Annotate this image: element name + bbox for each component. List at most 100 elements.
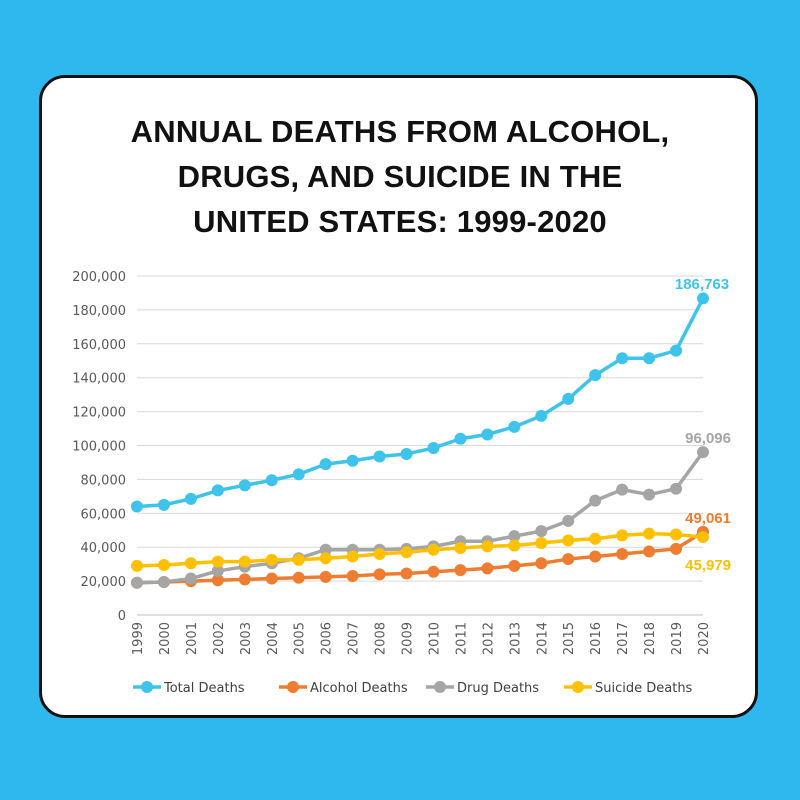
legend-swatch-marker <box>572 681 584 693</box>
data-point <box>427 565 440 578</box>
data-point <box>211 564 224 577</box>
data-point <box>697 446 709 459</box>
data-point <box>535 409 548 422</box>
data-point <box>319 458 332 471</box>
legend: Total Deaths Alcohol Deaths Drug Deaths Sui… <box>133 681 693 696</box>
data-point <box>589 494 602 507</box>
end-labels: 186,763 49,061 96,096 45,979 <box>675 276 731 574</box>
data-point <box>508 420 521 433</box>
data-point <box>319 570 332 583</box>
data-point <box>616 483 629 496</box>
x-tick-label: 2006 <box>320 622 335 655</box>
y-tick-label: 60,000 <box>81 507 127 522</box>
data-point <box>562 514 575 527</box>
data-point <box>454 432 467 445</box>
x-axis: 1999 2000 2001 2002 2003 2004 2005 2006 2007 2008… <box>131 614 712 655</box>
data-point <box>319 552 332 565</box>
x-tick-label: 2007 <box>347 622 362 655</box>
data-point <box>238 479 251 492</box>
data-point <box>131 500 143 513</box>
data-point <box>238 555 251 568</box>
x-tick-label: 2013 <box>508 622 523 655</box>
series-line <box>136 530 704 585</box>
data-point <box>238 573 251 586</box>
data-point <box>346 454 359 467</box>
data-point <box>211 484 224 497</box>
data-point <box>508 539 521 552</box>
data-point <box>616 529 629 542</box>
legend-label: Suicide Deaths <box>595 681 693 696</box>
legend-swatch-marker <box>141 681 153 693</box>
end-value-label: 49,061 <box>685 510 731 527</box>
x-tick-label: 2005 <box>293 622 308 655</box>
data-point <box>373 450 386 463</box>
data-point <box>157 498 170 511</box>
data-point <box>562 392 575 405</box>
data-point <box>535 536 548 549</box>
x-tick-label: 2004 <box>266 622 281 655</box>
data-point <box>589 369 602 382</box>
y-axis: 0 20,000 40,000 60,000 80,000 100,000 120,000 1… <box>72 270 126 624</box>
data-point <box>265 572 278 585</box>
data-point <box>292 571 305 584</box>
data-point <box>346 570 359 583</box>
y-tick-label: 140,000 <box>72 372 126 387</box>
data-point <box>643 545 656 558</box>
data-point <box>697 292 709 305</box>
data-point <box>562 534 575 547</box>
chart-title: ANNUAL DEATHS FROM ALCOHOL, DRUGS, AND S… <box>0 109 800 244</box>
data-point <box>292 468 305 481</box>
data-point <box>427 543 440 556</box>
data-point <box>589 550 602 563</box>
x-tick-label: 2019 <box>670 622 685 655</box>
data-point <box>643 352 656 365</box>
x-tick-label: 2010 <box>427 622 442 655</box>
y-tick-label: 120,000 <box>72 406 126 421</box>
data-point <box>319 543 332 556</box>
data-point <box>535 525 548 538</box>
data-point <box>184 557 197 570</box>
data-point <box>643 488 656 501</box>
data-point <box>427 442 440 455</box>
x-tick-label: 2018 <box>643 622 658 655</box>
legend-label: Total Deaths <box>163 681 245 696</box>
end-value-label: 96,096 <box>685 430 731 447</box>
data-point <box>670 542 683 555</box>
x-tick-label: 2012 <box>481 622 496 655</box>
series-lines <box>131 292 709 589</box>
series-line <box>136 451 705 585</box>
data-point <box>211 555 224 568</box>
data-point <box>131 559 143 572</box>
end-value-label: 45,979 <box>685 557 731 574</box>
y-tick-label: 200,000 <box>72 270 126 285</box>
data-point <box>157 558 170 571</box>
data-point <box>157 575 170 588</box>
data-point <box>184 492 197 505</box>
y-tick-label: 40,000 <box>81 541 127 556</box>
x-tick-label: 2017 <box>616 622 631 655</box>
y-tick-label: 80,000 <box>81 473 127 488</box>
legend-label: Drug Deaths <box>457 681 539 696</box>
data-point <box>265 474 278 487</box>
y-tick-label: 0 <box>118 609 126 624</box>
data-point <box>265 553 278 566</box>
x-tick-label: 2003 <box>239 622 254 655</box>
data-point <box>481 562 494 575</box>
data-point <box>454 564 467 577</box>
data-point <box>481 428 494 441</box>
x-tick-label: 2016 <box>589 622 604 655</box>
data-point <box>697 531 709 544</box>
data-point <box>373 547 386 560</box>
data-point <box>373 568 386 581</box>
end-value-label: 186,763 <box>675 276 729 293</box>
data-point <box>211 574 224 587</box>
y-tick-label: 160,000 <box>72 338 126 353</box>
data-point <box>131 576 143 589</box>
series-line <box>136 297 705 509</box>
data-point <box>670 344 683 357</box>
chart-card <box>39 75 758 718</box>
title-line-1: ANNUAL DEATHS FROM ALCOHOL, <box>130 114 670 149</box>
data-point <box>481 540 494 553</box>
data-point <box>346 550 359 563</box>
